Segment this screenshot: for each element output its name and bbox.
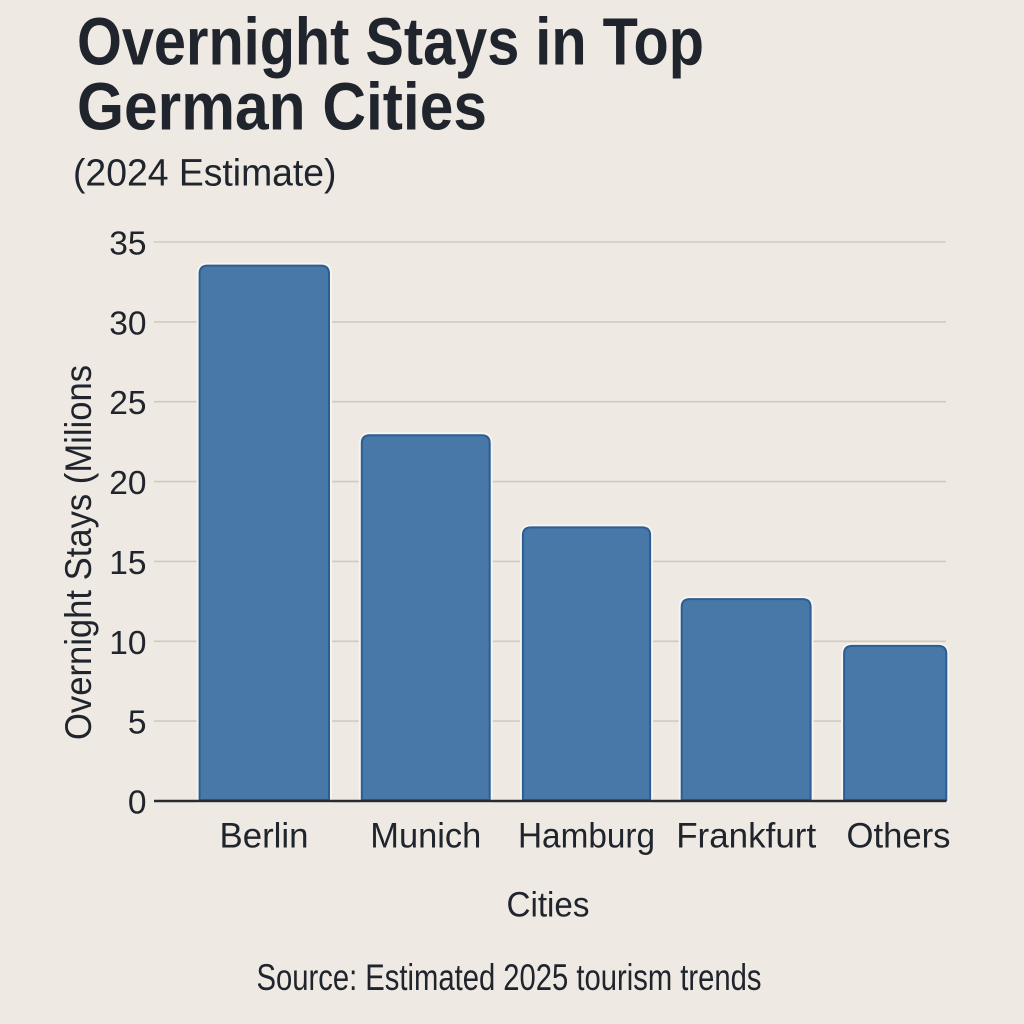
svg-text:Frankfurt: Frankfurt bbox=[676, 816, 816, 855]
svg-text:15: 15 bbox=[109, 545, 146, 582]
svg-text:Overnight Stays in Top: Overnight Stays in Top bbox=[77, 5, 704, 80]
svg-text:Munich: Munich bbox=[370, 816, 481, 855]
svg-text:German Cities: German Cities bbox=[77, 70, 487, 145]
svg-text:(2024 Estimate): (2024 Estimate) bbox=[73, 152, 337, 194]
svg-text:Cities: Cities bbox=[507, 885, 590, 924]
svg-text:10: 10 bbox=[109, 625, 146, 662]
svg-text:30: 30 bbox=[109, 305, 146, 342]
svg-text:Others: Others bbox=[847, 816, 951, 855]
svg-text:Overnight Stays (Milions: Overnight Stays (Milions bbox=[58, 365, 99, 740]
svg-text:5: 5 bbox=[128, 705, 147, 742]
svg-text:Hamburg: Hamburg bbox=[518, 816, 655, 855]
svg-text:0: 0 bbox=[128, 785, 147, 822]
svg-text:35: 35 bbox=[109, 226, 146, 263]
svg-text:Source: Estimated 2025 tourism: Source: Estimated 2025 tourism trends bbox=[257, 957, 762, 998]
svg-text:20: 20 bbox=[109, 465, 146, 502]
svg-text:Berlin: Berlin bbox=[220, 816, 309, 855]
svg-text:25: 25 bbox=[109, 385, 146, 422]
